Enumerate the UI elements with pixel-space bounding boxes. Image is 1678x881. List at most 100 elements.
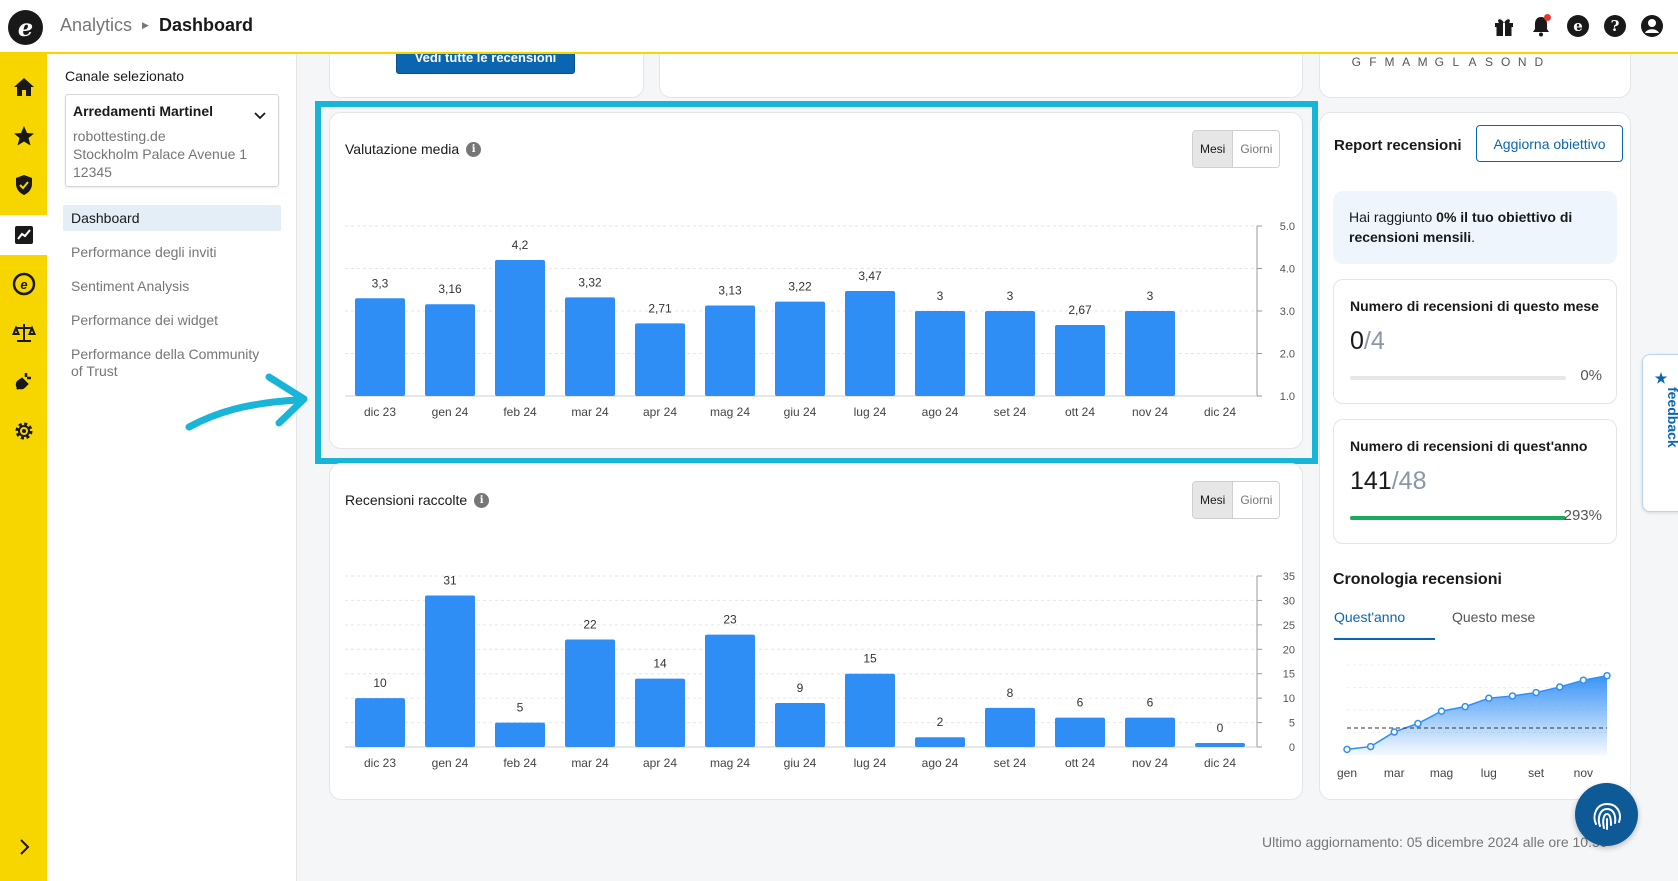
chart-bar bbox=[1125, 311, 1175, 396]
x-tick-label: set bbox=[1528, 766, 1545, 780]
nav-community-performance[interactable]: Performance della Community of Trust bbox=[71, 346, 260, 379]
breadcrumb-analytics[interactable]: Analytics bbox=[60, 15, 133, 35]
bar-value-label: 23 bbox=[723, 613, 737, 627]
month-initial: M bbox=[1384, 55, 1395, 69]
top-icons: e ? bbox=[1492, 14, 1664, 38]
send-feedback-tab[interactable]: ★ Invia feedback bbox=[1642, 354, 1678, 512]
breadcrumb-separator-icon: ▶ bbox=[142, 20, 149, 30]
year-reviews-title: Numero di recensioni di quest'anno bbox=[1350, 438, 1588, 454]
nav-invite-performance[interactable]: Performance degli inviti bbox=[71, 244, 217, 260]
etrusted-icon[interactable]: e bbox=[1566, 14, 1590, 38]
chart-bar bbox=[775, 301, 825, 396]
bar-value-label: 4,2 bbox=[512, 238, 529, 252]
bar-value-label: 2,71 bbox=[648, 301, 672, 315]
bar-value-label: 5 bbox=[517, 701, 524, 715]
year-count: 141 bbox=[1350, 467, 1392, 495]
toggle-months[interactable]: Mesi bbox=[1193, 131, 1234, 167]
history-point bbox=[1414, 719, 1422, 728]
month-target: /4 bbox=[1363, 327, 1385, 355]
chart-bar bbox=[1195, 743, 1245, 747]
rating-period-toggle: Mesi Giorni bbox=[1192, 130, 1281, 168]
feedback-label: ★ Invia feedback bbox=[1654, 371, 1678, 448]
bar-value-label: 31 bbox=[443, 574, 457, 588]
info-icon[interactable]: i bbox=[474, 492, 490, 508]
x-tick-label: dic 23 bbox=[364, 405, 396, 419]
month-initial: G bbox=[1351, 55, 1361, 69]
chart-bar bbox=[565, 639, 615, 747]
etrusted-rail-icon[interactable]: e bbox=[0, 264, 47, 304]
chart-bar bbox=[1125, 717, 1175, 747]
bell-icon[interactable] bbox=[1529, 14, 1553, 38]
history-point bbox=[1390, 728, 1399, 736]
year-target: /48 bbox=[1391, 467, 1427, 495]
history-line bbox=[1346, 674, 1608, 751]
x-tick-label: set 24 bbox=[994, 405, 1027, 419]
trustedshops-logo[interactable]: e bbox=[8, 10, 43, 45]
toggle-days[interactable]: Giorni bbox=[1233, 482, 1280, 518]
x-tick-label: gen 24 bbox=[432, 756, 469, 770]
year-reviews-value: 141/48 bbox=[1350, 467, 1426, 496]
home-icon[interactable] bbox=[0, 67, 47, 107]
fingerprint-assistant-button[interactable] bbox=[1575, 783, 1638, 846]
help-icon[interactable]: ? bbox=[1603, 14, 1627, 38]
toggle-days[interactable]: Giorni bbox=[1233, 131, 1280, 167]
tab-this-month[interactable]: Questo mese bbox=[1452, 609, 1536, 625]
user-account-icon[interactable] bbox=[1640, 14, 1664, 38]
month-reviews-title: Numero di recensioni di questo mese bbox=[1350, 298, 1599, 314]
rating-bar-chart: 1.0 2.0 3.0 4.0 5.0 3,3 dic 23 3,16 gen 24 4,2 feb… bbox=[345, 221, 1295, 419]
month-initial: F bbox=[1369, 55, 1377, 69]
info-icon[interactable]: i bbox=[466, 141, 482, 157]
top-bar: e Analytics ▶ Dashboard e ? bbox=[0, 0, 1678, 54]
feedback-text: Invia feedback bbox=[1665, 387, 1678, 448]
y-tick-label: 0 bbox=[1289, 742, 1295, 754]
chart-bar bbox=[495, 260, 545, 396]
plugin-icon[interactable] bbox=[0, 362, 47, 402]
nav-dashboard[interactable]: Dashboard bbox=[63, 205, 281, 231]
y-tick-label: 5 bbox=[1289, 718, 1295, 730]
chart-bar bbox=[495, 722, 545, 747]
month-count: 0 bbox=[1350, 327, 1364, 355]
nav-sentiment-analysis[interactable]: Sentiment Analysis bbox=[71, 278, 190, 294]
expand-chevron-icon[interactable] bbox=[0, 827, 47, 867]
chart-bar bbox=[1055, 325, 1105, 396]
history-point bbox=[1532, 688, 1540, 697]
x-tick-label: nov bbox=[1574, 766, 1593, 780]
nav-widget-performance[interactable]: Performance dei widget bbox=[71, 312, 219, 328]
toggle-months[interactable]: Mesi bbox=[1193, 482, 1234, 518]
settings-gear-icon[interactable] bbox=[0, 411, 47, 451]
gift-icon[interactable] bbox=[1492, 14, 1516, 38]
tab-this-year[interactable]: Quest'anno bbox=[1334, 609, 1435, 640]
history-point bbox=[1579, 676, 1588, 684]
channel-name: Arredamenti Martinel bbox=[73, 103, 214, 119]
chart-bar bbox=[635, 323, 685, 396]
svg-text:e: e bbox=[20, 277, 27, 292]
x-tick-label: ago 24 bbox=[922, 756, 959, 770]
history-title: Cronologia recensioni bbox=[1333, 571, 1502, 588]
scales-icon[interactable] bbox=[0, 313, 47, 353]
bar-value-label: 8 bbox=[1007, 686, 1014, 700]
year-reviews-box: Numero di recensioni di quest'anno 141/4… bbox=[1333, 419, 1617, 544]
chart-bar bbox=[705, 634, 755, 747]
month-initial: O bbox=[1500, 55, 1511, 69]
shield-check-icon[interactable] bbox=[0, 165, 47, 205]
history-point bbox=[1366, 742, 1375, 751]
month-initial: A bbox=[1402, 55, 1411, 69]
bar-value-label: 3,16 bbox=[438, 282, 462, 296]
year-progress-fill bbox=[1350, 516, 1566, 520]
x-tick-label: dic 24 bbox=[1204, 756, 1236, 770]
update-goal-button[interactable]: Aggiorna obiettivo bbox=[1476, 125, 1623, 162]
month-progress-bar bbox=[1350, 376, 1566, 380]
month-initial: D bbox=[1534, 55, 1544, 69]
channel-selector[interactable]: Arredamenti Martinel robottesting.de Sto… bbox=[65, 94, 279, 187]
analytics-icon[interactable] bbox=[0, 215, 47, 255]
chart-bar bbox=[775, 703, 825, 747]
star-icon[interactable] bbox=[0, 116, 47, 156]
y-tick-label: 5.0 bbox=[1280, 221, 1295, 233]
history-area-chart: gen mar mag lug set nov bbox=[1337, 664, 1611, 780]
y-tick-label: 2.0 bbox=[1280, 349, 1295, 361]
month-initial: M bbox=[1417, 55, 1428, 69]
chart-bar bbox=[705, 305, 755, 396]
bar-value-label: 6 bbox=[1077, 696, 1084, 710]
